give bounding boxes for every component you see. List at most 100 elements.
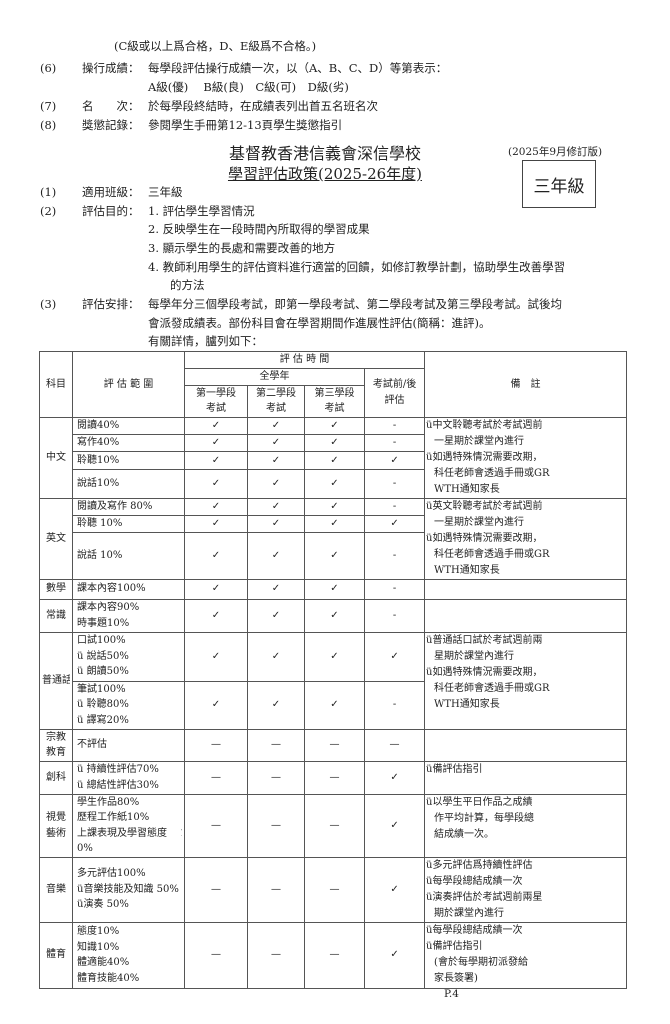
range-cell: 不評估 — [72, 728, 185, 762]
term-2-mark: ✓ — [247, 451, 305, 470]
s3-label: 評估安排： — [82, 297, 140, 311]
term-1-mark: ✓ — [184, 434, 248, 453]
range-line: 0% — [77, 843, 93, 854]
term-2-mark: ✓ — [247, 531, 305, 580]
subject-cell: 中文 — [39, 416, 73, 499]
pre-post-mark: - — [363, 434, 426, 453]
term-1-mark: — — [184, 760, 248, 795]
range-cell: 課本內容90% 時事題10% — [72, 598, 185, 633]
pre-post-mark: — — [363, 728, 426, 762]
table-row: 聆聽 10% ✓ ✓ ✓ ✓ — [40, 514, 627, 533]
subject-cell: 普通話 — [39, 631, 73, 730]
subject-name: 音樂 — [46, 883, 66, 895]
subject-name: 中文 — [46, 451, 66, 463]
pre-post-mark: - — [363, 578, 426, 600]
range-line: 寫作40% — [77, 437, 120, 449]
table-row: 數學 課本內容100% ✓ ✓ ✓ - — [39, 578, 628, 600]
range-line: ü 持續性評估70% — [77, 764, 159, 775]
notes-cell: ü以學生平日作品之成績 作平均計算，每學段總 結成績一次。 — [424, 793, 628, 858]
term-2-mark: — — [247, 760, 305, 795]
range-line: 時事題10% — [77, 617, 130, 629]
term-3-mark: — — [304, 921, 365, 989]
term-1-mark: ✓ — [184, 578, 248, 600]
item-8-content: 參閱學生手冊第12-13頁學生獎懲指引 — [148, 118, 343, 132]
note-line: ü備評估指引 — [426, 940, 483, 952]
subject-name: 英文 — [46, 532, 66, 544]
pre-post-mark: ✓ — [363, 760, 426, 795]
term-1-mark: ✓ — [184, 468, 248, 499]
term-3-mark: ✓ — [304, 451, 365, 470]
term-2-mark: — — [247, 728, 305, 762]
range-cell: 寫作40% — [72, 434, 185, 453]
range-cell: 說話 10% — [72, 531, 185, 580]
s2-item-4: 4. 教師利用學生的評估資料進行適當的回饋，如修訂教學計劃，協助學生改善學習 — [148, 260, 566, 274]
term-1-mark: ✓ — [184, 497, 248, 516]
term-2-mark: ✓ — [247, 578, 305, 600]
range-line: 多元評估100% — [77, 868, 146, 880]
header-notes: 備 註 — [424, 351, 628, 418]
subject-cell: 視覺 藝術 — [39, 793, 73, 858]
notes-cell: ü普通話口試於考試週前兩 星期於課堂內進行 ü如遇特殊情況需要改期， 科任老師會透過手… — [424, 631, 628, 730]
range-line: ü音樂技能及知識 50% — [77, 883, 179, 895]
pre-post-mark: - — [363, 416, 426, 436]
header-timing: 評 估 時 間 — [183, 351, 426, 369]
table-row: 視覺 藝術 學生作品80% 歷程工作紙10% 上課表現及學習態度 1 0% — — — ✓ ü以學生… — [39, 793, 628, 858]
header-subject: 科目 — [39, 351, 73, 418]
table-row: 體育 態度10% 知識10% 體適能40% 體育技能40% — — — ✓ ü每學段總結成績一次 ü… — [39, 921, 628, 989]
notes-cell: ü中文聆聽考試於考試週前 一星期於課堂內進行 ü如遇特殊情況需要改期， 科任老師會透過… — [424, 416, 628, 499]
s2-num: (2) — [40, 204, 57, 218]
table-row: 英文 閱讀及寫作 80% ✓ ✓ ✓ - ü英文聆聽考試於考試週前 一星期於課堂內進行 ü如遇特… — [39, 497, 628, 580]
range-line: 閱讀及寫作 80% — [77, 500, 153, 512]
range-line: 閱讀40% — [77, 420, 120, 432]
note-line: WTH通知家長 — [434, 564, 500, 576]
pre-post-mark: ✓ — [363, 631, 426, 682]
term-3-mark: ✓ — [304, 598, 365, 633]
table-row: 中文 閱讀40% ✓ ✓ ✓ - ü中文聆聽考試於考試週前 一星期於課堂內進行 ü如遇特殊情況需… — [39, 416, 628, 499]
s1-num: (1) — [40, 185, 57, 199]
range-line: 體適能40% — [77, 957, 130, 968]
school-name: 基督教香港信義會深信學校 — [228, 144, 421, 163]
term-1-mark: ✓ — [184, 531, 248, 580]
note-line: 期於課堂內進行 — [434, 907, 505, 919]
subject-name: 教育 — [46, 747, 66, 758]
s3-line-1: 每學年分三個學段考試，即第一學段考試、第二學段考試及第三學段考試。試後均 — [148, 297, 562, 311]
table-row: 寫作40% ✓ ✓ ✓ - — [40, 434, 627, 453]
range-cell: 筆試100% ü 聆聽80% ü 譯寫20% — [72, 680, 185, 730]
notes-cell: ü備評估指引 — [424, 760, 628, 795]
term-1-mark: ✓ — [184, 598, 248, 633]
table-row: 宗教 教育 不評估 — — — — — [39, 728, 628, 762]
note-line: WTH通知家長 — [434, 698, 500, 710]
note-line: ü如遇特殊情況需要改期， — [426, 451, 543, 463]
range-cell: 口試100% ü 說話50% ü 朗讀50% — [72, 631, 185, 682]
note-line: ü多元評估爲持續性評估 — [426, 859, 533, 871]
term-3-mark: — — [304, 760, 365, 795]
note-line: ü以學生平日作品之成績 — [426, 796, 533, 808]
range-cell: 閱讀40% — [72, 416, 185, 436]
term-3-mark: — — [304, 728, 365, 762]
term-1-mark: — — [184, 793, 248, 858]
subject-cell: 數學 — [39, 578, 73, 600]
subject-name: 宗教 — [46, 731, 66, 743]
item-6-label: 操行成績： — [82, 61, 140, 75]
item-8-num: (8) — [40, 118, 57, 132]
pre-post-mark: ✓ — [363, 793, 426, 858]
term-1-mark: — — [184, 728, 248, 762]
subject-name: 常識 — [46, 609, 66, 621]
s2-item-2: 2. 反映學生在一段時間內所取得的學習成果 — [148, 222, 370, 236]
note-line: (會於每學期初派發給 — [434, 956, 528, 968]
table-row: 聆聽10% ✓ ✓ ✓ ✓ — [40, 451, 627, 470]
range-line: 口試100% — [77, 635, 126, 647]
range-cell: 多元評估100% ü音樂技能及知識 50% ü演奏 50% — [72, 856, 185, 923]
note-line: 科任老師會透過手冊或GR — [434, 682, 550, 694]
subject-name: 普通話 — [42, 674, 70, 686]
header-term-1: 第一學段 考試 — [184, 384, 248, 418]
term-1-mark: — — [184, 856, 248, 923]
range-line: ü 說話50% — [77, 650, 129, 662]
term-1-mark: ✓ — [184, 451, 248, 470]
pass-note: (C級或以上爲合格，D、E級爲不合格。) — [114, 39, 317, 53]
note-line: 作平均計算，每學段總 — [434, 812, 535, 824]
table-row: 常識 課本內容90% 時事題10% ✓ ✓ ✓ - — [39, 598, 628, 633]
note-line: 星期於課堂內進行 — [434, 650, 515, 662]
subject-cell: 音樂 — [39, 856, 73, 923]
item-8-label: 獎懲記錄： — [82, 118, 140, 132]
